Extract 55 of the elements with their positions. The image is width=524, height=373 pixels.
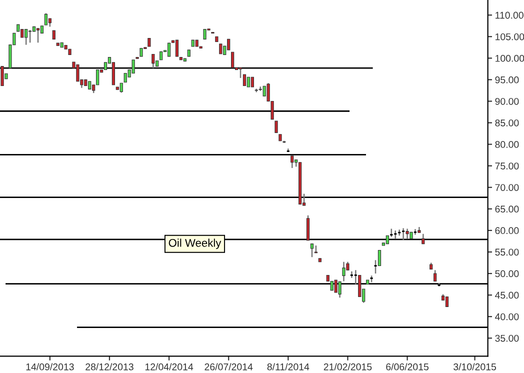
candlestick xyxy=(246,76,250,88)
candlestick xyxy=(338,281,342,298)
candlestick xyxy=(24,28,28,46)
candlestick xyxy=(175,40,179,57)
candlestick xyxy=(406,228,409,240)
y-tick-label: 45.00 xyxy=(495,292,519,299)
x-tick-label: 21/02/2015 xyxy=(324,363,372,370)
candlestick xyxy=(44,12,48,26)
candlestick xyxy=(378,250,382,266)
candlestick xyxy=(310,243,314,258)
x-tick-label: 14/09/2013 xyxy=(26,363,74,370)
y-tick-label: 55.00 xyxy=(495,248,519,256)
candlestick xyxy=(36,28,40,44)
candlestick xyxy=(274,120,278,133)
x-tick-label: 3/10/2015 xyxy=(454,363,496,370)
candlestick xyxy=(28,30,32,44)
candlestick xyxy=(422,233,425,244)
candlestick xyxy=(306,214,310,241)
x-tick-label: 12/04/2014 xyxy=(145,363,194,370)
x-tick-label: 8/11/2014 xyxy=(267,363,310,370)
y-tick-label: 95.00 xyxy=(495,76,519,84)
y-tick-label: 75.00 xyxy=(495,162,519,170)
candlestick xyxy=(242,74,246,86)
y-tick-label: 90.00 xyxy=(495,98,519,105)
candlestick xyxy=(167,42,171,57)
candlestick xyxy=(124,72,127,83)
candlestick xyxy=(334,280,338,293)
y-tick-label: 40.00 xyxy=(495,313,519,320)
candlestick xyxy=(342,261,346,282)
x-tick-label: 6/06/2015 xyxy=(386,363,429,370)
candlestick xyxy=(120,82,123,94)
y-tick-label: 85.00 xyxy=(495,119,519,126)
y-tick-label: 35.00 xyxy=(495,334,519,342)
y-tick-label: 50.00 xyxy=(495,270,519,278)
y-tick-label: 65.00 xyxy=(495,206,519,213)
y-tick-label: 110.00 xyxy=(496,12,524,19)
y-tick-label: 105.00 xyxy=(496,33,524,40)
candlestick xyxy=(434,269,437,282)
candlestick xyxy=(290,155,294,169)
x-tick-label: 26/07/2014 xyxy=(204,363,253,370)
y-tick-label: 100.00 xyxy=(496,54,524,62)
candlestick xyxy=(203,29,206,40)
annotation: Oil Weekly xyxy=(168,238,222,250)
y-tick-label: 80.00 xyxy=(495,141,519,148)
candlestick xyxy=(76,64,80,82)
candlestick xyxy=(152,54,155,69)
candlestick xyxy=(250,76,254,88)
candlestick xyxy=(219,43,222,54)
x-tick-label: 28/12/2013 xyxy=(86,363,134,370)
y-tick-label: 70.00 xyxy=(495,184,519,191)
candlestick xyxy=(0,66,4,86)
candlestick xyxy=(132,59,135,74)
candlestick xyxy=(231,51,234,68)
y-tick-label: 60.00 xyxy=(495,227,519,234)
candlestick xyxy=(445,296,449,307)
